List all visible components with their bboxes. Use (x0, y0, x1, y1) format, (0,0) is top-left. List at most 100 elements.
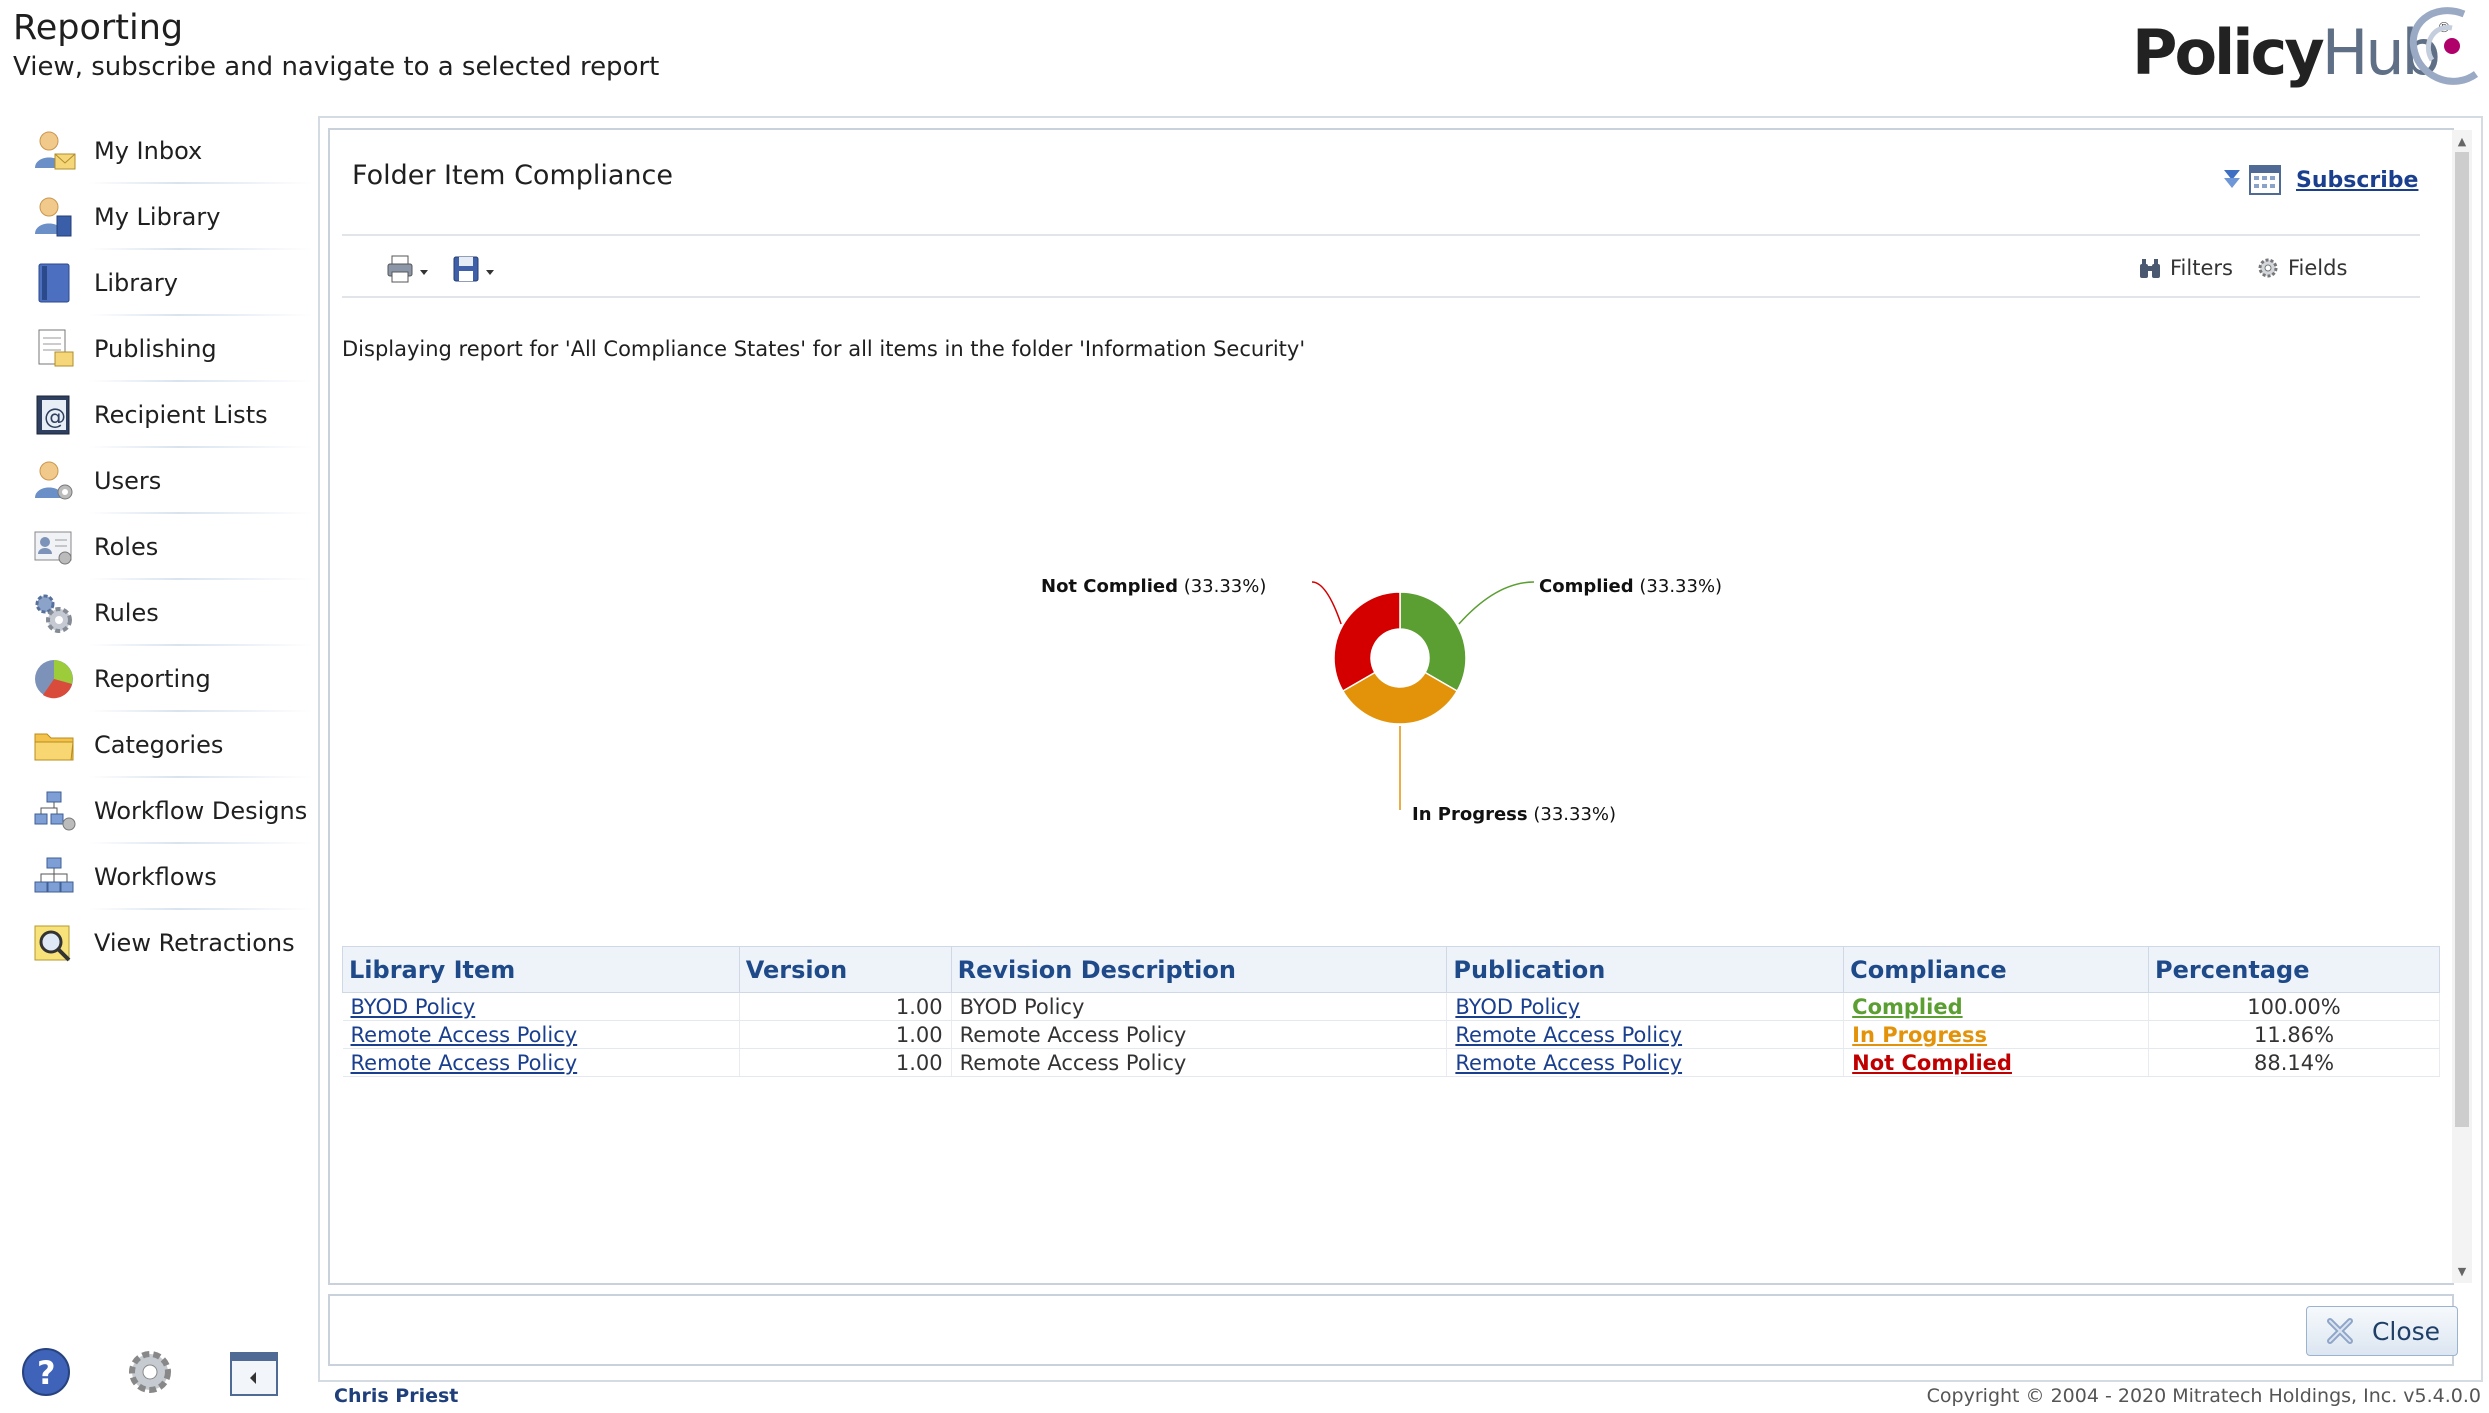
donut-slice-in-progress[interactable] (1341, 671, 1459, 725)
chart-label-in-progress: In Progress (33.33%) (1412, 804, 1616, 825)
scroll-up-arrow-icon[interactable]: ▲ (2457, 135, 2467, 148)
address-book-icon: @ (28, 389, 80, 441)
cell-publication-link[interactable]: BYOD Policy (1455, 994, 1581, 1019)
sidebar-item-publishing[interactable]: Publishing (28, 316, 313, 382)
table-row: Remote Access Policy 1.00 Remote Access Po… (342, 1048, 2440, 1077)
sidebar-item-users[interactable]: Users (28, 448, 313, 514)
svg-text:?: ? (37, 1354, 56, 1392)
chart-label-in-progress-name: In Progress (1412, 804, 1528, 825)
cell-compliance-link[interactable]: Complied (1852, 994, 1963, 1019)
cell-publication-link[interactable]: Remote Access Policy (1455, 1022, 1683, 1047)
svg-text:@: @ (44, 405, 66, 430)
close-button[interactable]: Close (2306, 1306, 2458, 1356)
sidebar-item-my-inbox[interactable]: My Inbox (28, 118, 313, 184)
filters-button[interactable]: Filters (2138, 256, 2233, 280)
sidebar-item-label: Library (94, 269, 178, 297)
sidebar-item-label: Roles (94, 533, 159, 561)
cell-revision-description: Remote Access Policy (951, 1048, 1448, 1077)
sidebar-item-workflow-designs[interactable]: Workflow Designs (28, 778, 313, 844)
workflow-icon (28, 851, 80, 903)
sidebar-item-label: Workflows (94, 863, 217, 891)
fields-label: Fields (2288, 256, 2348, 280)
settings-gear-icon[interactable] (124, 1346, 176, 1398)
book-icon (28, 257, 80, 309)
cell-version: 1.00 (739, 992, 952, 1021)
binoculars-icon (2140, 259, 2160, 278)
cell-library-item-link[interactable]: Remote Access Policy (350, 1022, 578, 1047)
cell-library-item: BYOD Policy (342, 992, 740, 1021)
cell-library-item: Remote Access Policy (342, 1048, 740, 1077)
column-header-compliance[interactable]: Compliance (1843, 946, 2150, 993)
cell-percentage: 88.14% (2148, 1048, 2440, 1077)
sidebar-item-label: View Retractions (94, 929, 295, 957)
sidebar-item-view-retractions[interactable]: View Retractions (28, 910, 313, 976)
cell-compliance-link[interactable]: In Progress (1852, 1022, 1988, 1047)
divider (342, 234, 2420, 236)
logo-text-hub: Hub (2321, 16, 2441, 89)
column-header-revision-description[interactable]: Revision Description (950, 946, 1448, 993)
report-description: Displaying report for 'All Compliance St… (342, 337, 1306, 361)
cell-percentage: 100.00% (2148, 992, 2440, 1021)
cell-publication: BYOD Policy (1446, 992, 1845, 1021)
donut-slice-not-complied[interactable] (1333, 591, 1401, 693)
chart-label-not-complied: Not Complied (33.33%) (1041, 576, 1266, 597)
sidebar-item-reporting[interactable]: Reporting (28, 646, 313, 712)
compliance-table: Library Item Version Revision Descriptio… (342, 946, 2440, 1077)
scrollbar-thumb[interactable] (2455, 152, 2469, 1127)
sidebar-item-label: My Library (94, 203, 221, 231)
copyright-text: Copyright © 2004 - 2020 Mitratech Holdin… (1926, 1385, 2481, 1407)
cell-version: 1.00 (739, 1048, 952, 1077)
policyhub-logo: PolicyHub ® (2132, 4, 2482, 104)
printer-icon (387, 255, 428, 283)
column-header-publication[interactable]: Publication (1446, 946, 1845, 993)
donut-slice-complied[interactable] (1399, 591, 1467, 693)
column-header-percentage[interactable]: Percentage (2148, 946, 2440, 993)
chart-label-in-progress-value: (33.33%) (1533, 804, 1617, 825)
sidebar-item-rules[interactable]: Rules (28, 580, 313, 646)
cell-library-item: Remote Access Policy (342, 1020, 740, 1049)
cell-library-item-link[interactable]: BYOD Policy (350, 994, 476, 1019)
current-user-name[interactable]: Chris Priest (334, 1385, 459, 1407)
chart-label-complied: Complied (33.33%) (1539, 576, 1722, 597)
cell-compliance-link[interactable]: Not Complied (1852, 1050, 2012, 1075)
save-export-button[interactable] (452, 254, 500, 286)
cell-version: 1.00 (739, 1020, 952, 1049)
sidebar-item-workflows[interactable]: Workflows (28, 844, 313, 910)
sidebar-item-categories[interactable]: Categories (28, 712, 313, 778)
filters-label: Filters (2170, 256, 2233, 280)
cell-publication: Remote Access Policy (1446, 1048, 1845, 1077)
sidebar-item-label: Recipient Lists (94, 401, 268, 429)
sidebar-item-label: My Inbox (94, 137, 203, 165)
inbox-user-icon (28, 125, 80, 177)
toolbar-divider (342, 296, 2420, 298)
help-icon[interactable]: ? (20, 1346, 72, 1398)
library-user-icon (28, 191, 80, 243)
leader-line-not-complied (1311, 581, 1342, 625)
column-header-version[interactable]: Version (738, 946, 952, 993)
close-x-icon (2326, 1318, 2353, 1344)
sidebar-item-library[interactable]: Library (28, 250, 313, 316)
column-header-library-item[interactable]: Library Item (342, 946, 740, 993)
cell-compliance: Not Complied (1843, 1048, 2150, 1077)
scroll-down-arrow-icon[interactable]: ▼ (2457, 1265, 2467, 1278)
subscribe-link[interactable]: Subscribe (2296, 167, 2419, 193)
fields-button[interactable]: Fields (2256, 256, 2347, 280)
sidebar-item-my-library[interactable]: My Library (28, 184, 313, 250)
chart-label-complied-name: Complied (1539, 576, 1634, 597)
subscribe-control[interactable]: Subscribe (2222, 162, 2418, 198)
fields-gear-icon (2258, 258, 2278, 278)
workflow-design-icon (28, 785, 80, 837)
roles-icon (28, 521, 80, 573)
print-button[interactable] (386, 254, 434, 286)
cell-publication-link[interactable]: Remote Access Policy (1455, 1050, 1683, 1075)
table-row: Remote Access Policy 1.00 Remote Access Po… (342, 1020, 2440, 1049)
cell-library-item-link[interactable]: Remote Access Policy (350, 1050, 578, 1075)
cell-compliance: In Progress (1843, 1020, 2150, 1049)
page-subtitle: View, subscribe and navigate to a select… (13, 52, 660, 82)
sidebar-item-label: Rules (94, 599, 159, 627)
sidebar-item-label: Reporting (94, 665, 211, 693)
sidebar-item-roles[interactable]: Roles (28, 514, 313, 580)
action-bar (328, 1294, 2454, 1366)
sidebar-item-recipient-lists[interactable]: @ Recipient Lists (28, 382, 313, 448)
panel-toggle-icon[interactable] (228, 1350, 280, 1402)
